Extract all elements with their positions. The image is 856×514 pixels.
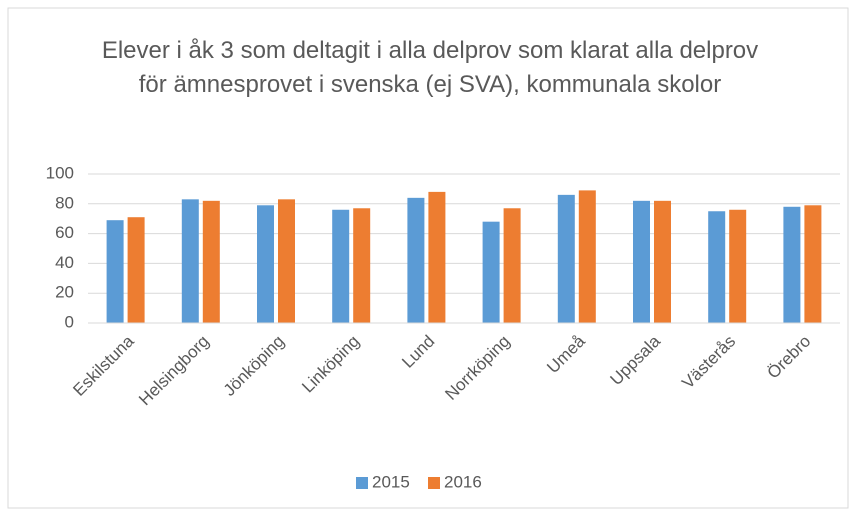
bar: [407, 197, 425, 323]
bar: [428, 191, 446, 323]
bar: [482, 221, 500, 323]
bar: [353, 208, 371, 323]
legend-label: 2015: [372, 472, 410, 491]
bar: [106, 220, 124, 323]
bar: [804, 205, 822, 323]
bar: [127, 217, 145, 323]
legend-swatch: [428, 477, 440, 489]
bar: [708, 211, 726, 323]
bar: [257, 205, 274, 323]
y-tick-label: 40: [55, 253, 74, 272]
chart-frame: [7, 7, 849, 509]
bar: [654, 200, 671, 323]
y-tick-label: 80: [55, 193, 74, 212]
bar: [278, 199, 295, 323]
legend-label: 2016: [444, 472, 482, 491]
bar: [503, 208, 521, 323]
bar: [578, 190, 596, 323]
legend-swatch: [356, 477, 368, 489]
bar: [332, 209, 350, 323]
y-tick-label: 20: [55, 283, 74, 302]
bar: [729, 209, 747, 323]
bar: [202, 200, 220, 323]
bar: [783, 206, 801, 323]
bar: [181, 199, 199, 323]
bar: [557, 194, 575, 323]
bar: [633, 200, 650, 323]
y-tick-label: 0: [65, 312, 74, 331]
y-tick-label: 60: [55, 223, 74, 242]
chart-title: Elever i åk 3 som deltagit i alla delpro…: [101, 37, 759, 98]
y-tick-label: 100: [46, 163, 74, 182]
